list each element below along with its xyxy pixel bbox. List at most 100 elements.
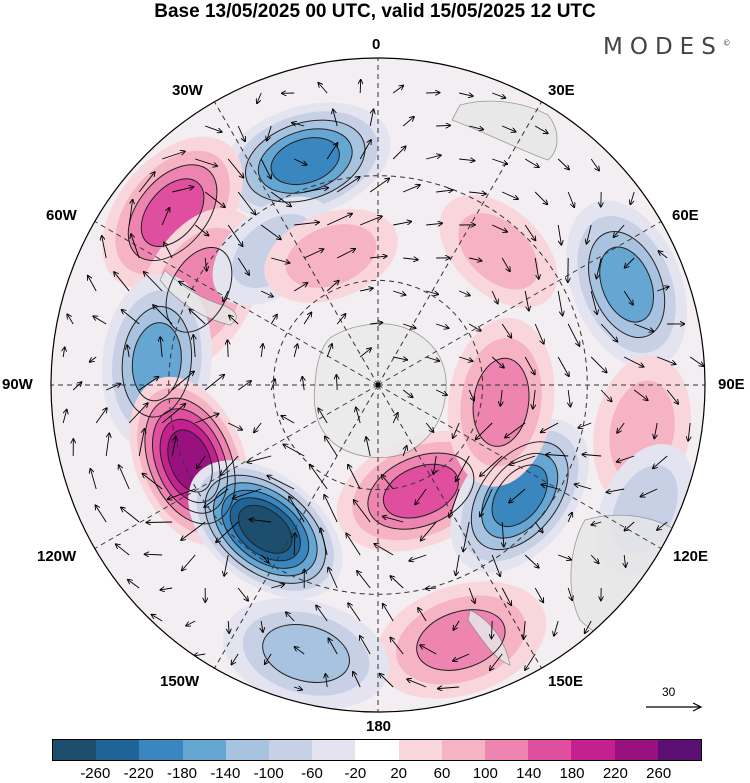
wind-vector — [360, 80, 361, 94]
wind-vector — [360, 636, 371, 655]
colorbar-tick: -220 — [123, 765, 154, 782]
wind-vector — [453, 653, 470, 661]
wind-vector — [426, 155, 441, 160]
wind-vector — [459, 356, 472, 361]
anomaly-contour — [367, 452, 475, 530]
wind-vector — [435, 389, 447, 395]
wind-vector — [171, 437, 176, 457]
colorbar — [52, 739, 702, 761]
wind-vector — [281, 416, 295, 424]
lon-label-60w: 60W — [46, 207, 77, 224]
wind-vector — [654, 422, 657, 438]
wind-vector — [421, 521, 437, 541]
wind-vector — [204, 488, 229, 507]
wind-vector — [468, 389, 474, 401]
meridian — [80, 212, 379, 386]
wind-vector — [630, 191, 635, 204]
wind-vector — [90, 356, 97, 362]
wind-vector — [567, 323, 579, 346]
wind-vector — [138, 377, 158, 391]
wind-vector — [505, 422, 526, 438]
wind-vector — [354, 500, 371, 523]
wind-vector — [501, 191, 518, 199]
wind-vector — [294, 222, 319, 226]
wind-vector — [425, 422, 433, 432]
wind-vector — [383, 516, 404, 523]
wind-vector — [116, 544, 130, 556]
wind-vector — [88, 276, 97, 292]
south-pole-marker — [375, 382, 381, 388]
wind-vector — [393, 290, 405, 295]
wind-vector — [172, 187, 193, 193]
wind-vector — [459, 159, 474, 161]
wind-vector — [426, 223, 442, 225]
wind-vector — [121, 507, 140, 523]
wind-vector — [302, 377, 304, 391]
wind-vector — [195, 414, 218, 424]
wind-vector — [128, 580, 140, 589]
wind-vector — [142, 474, 163, 490]
wind-vector — [500, 389, 502, 406]
wind-vector — [294, 687, 302, 690]
wind-vector — [161, 404, 185, 424]
wind-vector — [293, 283, 307, 292]
wind-vector — [502, 125, 516, 132]
wind-vector — [392, 85, 403, 94]
wind-vector — [463, 521, 470, 551]
wind-vector — [436, 125, 450, 126]
colorbar-swatch-0 — [53, 740, 97, 760]
wind-vector — [403, 323, 415, 328]
wind-vector — [436, 190, 452, 192]
wind-vector — [128, 200, 132, 226]
wind-vector — [468, 323, 481, 331]
wind-vector — [227, 422, 242, 430]
colorbar-tick: -20 — [344, 765, 367, 782]
wind-vector — [407, 679, 427, 688]
wind-vector — [600, 389, 611, 401]
wind-vector — [271, 584, 284, 589]
wind-vector — [247, 455, 272, 462]
wind-vector — [657, 521, 668, 530]
anomaly-contour — [588, 231, 666, 339]
wind-vector — [557, 158, 569, 169]
wind-vector — [492, 158, 507, 164]
wind-vector — [390, 576, 404, 589]
anomaly-contour — [167, 429, 213, 493]
wind-vector — [534, 323, 544, 344]
anomaly-contour — [140, 178, 205, 247]
wind-vector — [72, 382, 81, 391]
wind-vector — [402, 389, 412, 397]
wind-vector — [227, 224, 242, 246]
wind-vector — [304, 188, 328, 193]
wind-vector — [415, 488, 427, 504]
wind-vector — [194, 224, 208, 236]
wind-vector — [623, 290, 633, 305]
wind-vector — [164, 242, 173, 259]
wind-vector — [380, 674, 394, 688]
wind-vector — [197, 455, 206, 468]
anomaly-shade — [599, 247, 654, 322]
reference-vector-value: 30 — [662, 685, 676, 699]
wind-vector — [657, 287, 668, 292]
wind-vector — [590, 554, 598, 563]
wind-vector — [325, 674, 327, 688]
wind-vector — [393, 222, 411, 226]
wind-vector — [260, 224, 281, 239]
wind-vector — [534, 257, 539, 279]
colorbar-tick: 140 — [516, 765, 542, 782]
wind-vector — [138, 172, 155, 193]
wind-vector — [568, 389, 570, 407]
wind-vector — [204, 375, 224, 391]
wind-vector — [525, 653, 536, 670]
wind-vector — [336, 314, 345, 325]
wind-vector — [524, 356, 535, 374]
wind-vector — [369, 109, 373, 127]
wind-vector — [524, 620, 526, 639]
wind-vector — [237, 191, 255, 214]
wind-vector — [325, 436, 338, 457]
colorbar-tick: -140 — [210, 765, 241, 782]
colorbar-tick: -100 — [253, 765, 284, 782]
wind-vector — [105, 433, 109, 457]
wind-vector — [393, 357, 407, 360]
wind-vector — [617, 455, 635, 462]
